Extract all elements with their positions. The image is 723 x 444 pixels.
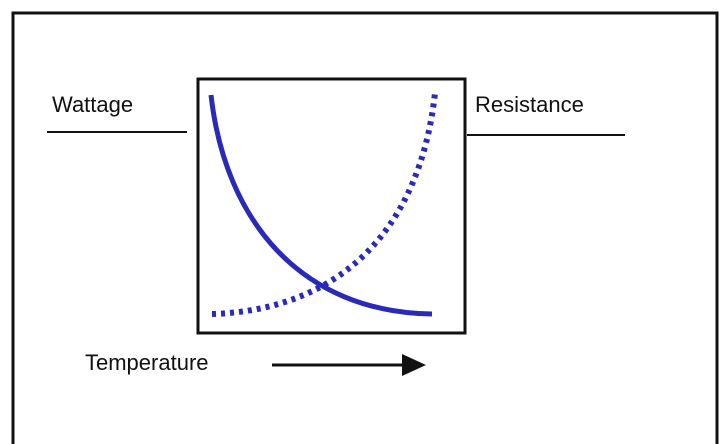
wattage-label: Wattage	[52, 92, 133, 117]
temperature-label: Temperature	[85, 350, 209, 375]
resistance-label: Resistance	[475, 92, 584, 117]
resistance-curve	[211, 92, 438, 317]
graph-box	[196, 77, 467, 335]
arrow-head	[402, 354, 426, 376]
outer-frame	[11, 11, 719, 444]
wattage-curve	[208, 94, 433, 317]
